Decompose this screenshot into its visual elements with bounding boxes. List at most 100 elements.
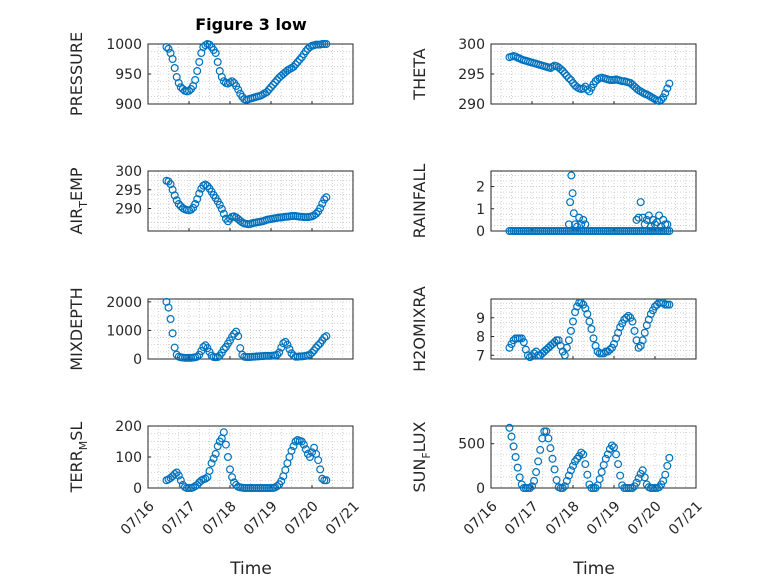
subplot-6: 7 8 9 H2OMIXRA: [410, 286, 697, 372]
data-point: [542, 427, 551, 436]
data-point: [174, 471, 183, 480]
data-point: [316, 465, 325, 474]
data-point: [213, 353, 222, 362]
data-point: [279, 339, 288, 348]
data-point: [579, 450, 588, 459]
data-point: [316, 204, 325, 213]
data-point: [195, 189, 204, 198]
data-point: [560, 351, 569, 360]
data-point: [170, 63, 179, 72]
data-point: [567, 171, 576, 180]
data-point: [318, 474, 327, 483]
data-point: [599, 349, 608, 358]
data-point: [552, 476, 561, 485]
data-point: [291, 437, 300, 446]
data-point: [661, 89, 670, 98]
data-point: [234, 85, 243, 94]
data-point: [566, 326, 575, 335]
data-point: [583, 470, 592, 479]
data-point: [568, 317, 577, 326]
data-point: [573, 222, 582, 231]
data-point: [628, 317, 637, 326]
data-point: [603, 450, 612, 459]
data-point: [663, 84, 672, 93]
data-point: [564, 336, 573, 345]
data-point: [213, 442, 222, 451]
data-point: [228, 77, 237, 86]
data-series: [162, 39, 331, 104]
data-point: [322, 193, 331, 202]
y-axis-label: AIRTEMP: [67, 167, 90, 234]
data-point: [314, 456, 323, 465]
x-tick-label: 07/18: [200, 498, 240, 538]
data-point: [271, 78, 280, 87]
data-series: [505, 298, 674, 362]
y-tick-label: 0: [476, 224, 485, 240]
subplot-7: 0 100 200 07/16 07/17 07/18 07/19 07/20 07/21 TER…: [67, 419, 363, 538]
data-point: [564, 220, 573, 229]
data-point: [219, 345, 228, 354]
data-series: [505, 51, 674, 105]
data-point: [638, 466, 647, 475]
data-point: [640, 473, 649, 482]
data-point: [193, 480, 202, 489]
data-point: [634, 343, 643, 352]
data-point: [663, 461, 672, 470]
data-point: [659, 93, 668, 102]
subplot-5: 0 1000 2000 MIXDEPTH: [67, 287, 354, 371]
data-point: [217, 72, 226, 81]
y-axis-label: MIXDEPTH: [67, 287, 86, 370]
data-point: [199, 343, 208, 352]
y-tick-label: 1000: [106, 37, 142, 53]
data-point: [612, 450, 621, 459]
data-point: [642, 215, 651, 224]
data-point: [314, 341, 323, 350]
y-tick-label: 2000: [106, 295, 142, 311]
data-point: [583, 310, 592, 319]
data-point: [527, 482, 536, 491]
data-point: [277, 477, 286, 486]
data-point: [628, 484, 637, 493]
data-point: [195, 57, 204, 66]
data-point: [322, 39, 331, 48]
x-tick-label: 07/17: [159, 498, 199, 538]
data-series: [162, 176, 331, 229]
y-tick-label: 0: [133, 352, 142, 368]
y-tick-label: 8: [476, 330, 485, 346]
data-point: [174, 78, 183, 87]
data-point: [168, 54, 177, 63]
data-point: [595, 475, 604, 484]
data-point: [562, 476, 571, 485]
axes-frame: [490, 425, 697, 489]
data-point: [661, 470, 670, 479]
data-point: [585, 317, 594, 326]
data-point: [665, 300, 674, 309]
x-tick-label: 07/19: [241, 498, 281, 538]
data-point: [221, 440, 230, 449]
data-point: [226, 465, 235, 474]
data-point: [560, 69, 569, 78]
y-tick-label: 0: [133, 481, 142, 497]
data-point: [558, 66, 567, 75]
x-tick-label: 07/19: [584, 498, 624, 538]
data-point: [219, 428, 228, 437]
data-point: [170, 470, 179, 479]
data-point: [164, 44, 173, 53]
data-point: [632, 336, 641, 345]
data-series: [505, 423, 674, 493]
data-point: [648, 215, 657, 224]
data-point: [322, 332, 331, 341]
data-point: [215, 200, 224, 209]
data-point: [577, 298, 586, 307]
data-point: [213, 57, 222, 66]
x-tick-label: 07/21: [666, 498, 706, 538]
data-point: [164, 303, 173, 312]
data-point: [299, 440, 308, 449]
data-point: [663, 220, 672, 229]
data-point: [577, 220, 586, 229]
data-point: [308, 348, 317, 357]
x-tick-label: 07/20: [282, 498, 322, 538]
data-point: [568, 189, 577, 198]
data-point: [630, 326, 639, 335]
